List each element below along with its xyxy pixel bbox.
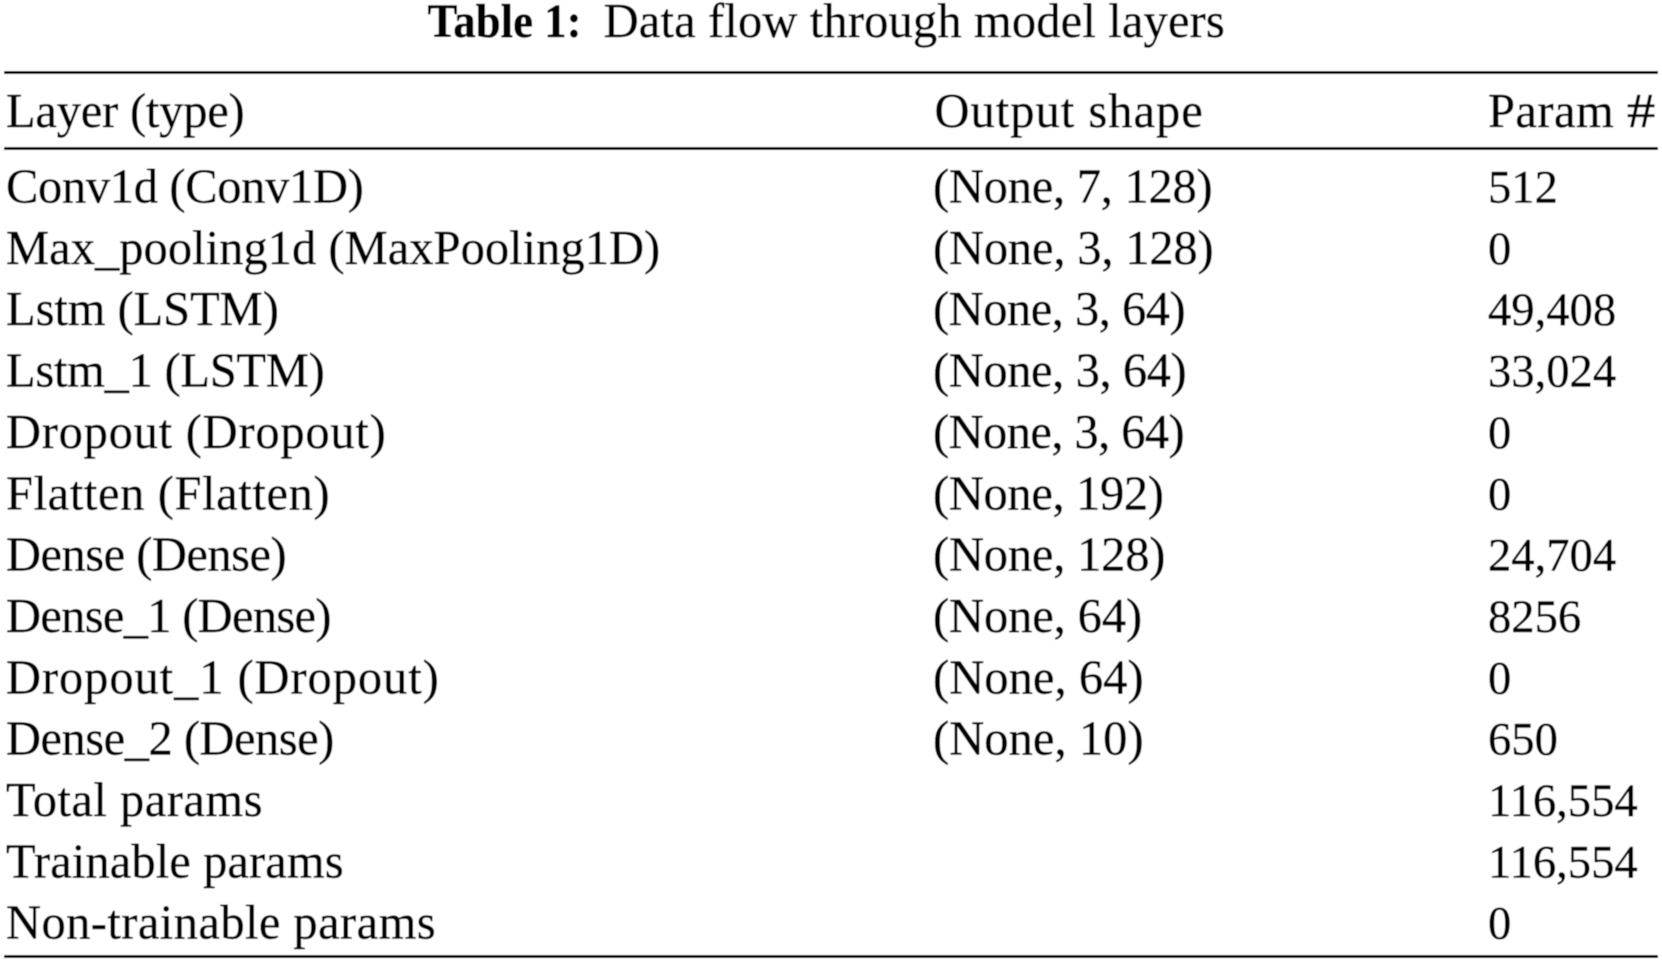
- svg-text:49,408: 49,408: [1488, 284, 1616, 336]
- svg-text:0: 0: [1488, 652, 1511, 704]
- svg-text:Total params: Total params: [6, 774, 263, 827]
- svg-text:8256: 8256: [1488, 591, 1581, 643]
- svg-text:Dense_1 (Dense): Dense_1 (Dense): [6, 590, 331, 643]
- svg-text:0: 0: [1488, 468, 1511, 520]
- svg-text:Non-trainable params: Non-trainable params: [6, 897, 436, 950]
- svg-text:Flatten (Flatten): Flatten (Flatten): [6, 467, 330, 520]
- svg-text:512: 512: [1488, 162, 1558, 214]
- svg-text:#: #: [1627, 85, 1656, 138]
- svg-text:(None, 3, 64): (None, 3, 64): [933, 345, 1186, 398]
- svg-text:Conv1d (Conv1D): Conv1d (Conv1D): [6, 161, 363, 214]
- svg-text:(None, 3, 64): (None, 3, 64): [933, 406, 1184, 459]
- svg-text:Dense_2 (Dense): Dense_2 (Dense): [6, 713, 334, 766]
- svg-text:24,704: 24,704: [1488, 530, 1616, 582]
- svg-text:116,554: 116,554: [1488, 775, 1638, 827]
- svg-text:(None, 3, 64): (None, 3, 64): [933, 283, 1185, 336]
- svg-text:(None, 7, 128): (None, 7, 128): [933, 161, 1212, 214]
- svg-text:116,554: 116,554: [1488, 836, 1638, 888]
- svg-text:Max_pooling1d (MaxPooling1D): Max_pooling1d (MaxPooling1D): [6, 222, 660, 275]
- svg-text:0: 0: [1488, 407, 1511, 459]
- svg-text:Dense (Dense): Dense (Dense): [6, 529, 286, 582]
- svg-text:(None, 64): (None, 64): [933, 651, 1144, 704]
- svg-text:Param: Param: [1488, 85, 1614, 138]
- svg-text:Output shape: Output shape: [935, 85, 1204, 138]
- svg-text:Dropout_1 (Dropout): Dropout_1 (Dropout): [6, 651, 440, 704]
- svg-text:33,024: 33,024: [1488, 346, 1616, 398]
- svg-text:Table 1:: Table 1:: [428, 0, 582, 47]
- svg-text:0: 0: [1488, 898, 1511, 950]
- svg-text:650: 650: [1488, 714, 1558, 766]
- svg-text:(None, 64): (None, 64): [933, 590, 1142, 643]
- svg-text:(None, 192): (None, 192): [933, 467, 1164, 520]
- svg-text:(None, 3, 128): (None, 3, 128): [933, 222, 1214, 275]
- svg-text:(None, 128): (None, 128): [933, 529, 1165, 582]
- svg-text:(None, 10): (None, 10): [933, 713, 1144, 766]
- svg-text:Data flow through model layers: Data flow through model layers: [604, 0, 1225, 48]
- svg-text:0: 0: [1488, 223, 1511, 275]
- svg-text:Lstm_1 (LSTM): Lstm_1 (LSTM): [6, 345, 325, 398]
- svg-text:Lstm (LSTM): Lstm (LSTM): [6, 283, 279, 336]
- svg-text:Trainable params: Trainable params: [6, 835, 344, 888]
- svg-text:Layer (type): Layer (type): [6, 85, 245, 138]
- svg-text:Dropout (Dropout): Dropout (Dropout): [6, 406, 386, 459]
